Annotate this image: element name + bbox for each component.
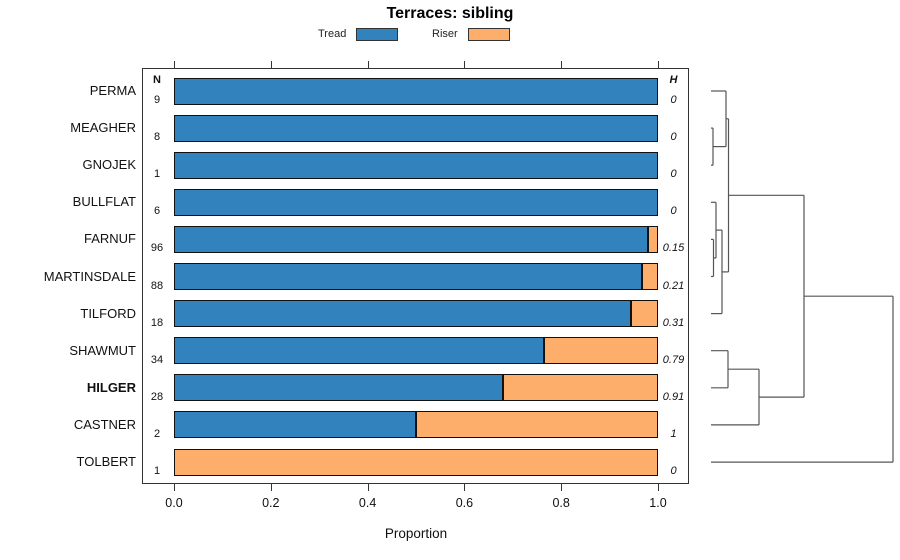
row-label-bullflat: BULLFLAT — [72, 194, 136, 210]
x-tick-label: 1.0 — [649, 496, 667, 510]
h-value: 0 — [670, 94, 677, 106]
row-label-gnojek: GNOJEK — [82, 157, 136, 173]
legend-label-tread: Tread — [318, 28, 347, 40]
x-tick-bottom — [561, 484, 563, 491]
bar-row-shawmut — [174, 337, 658, 365]
n-value: 1 — [153, 465, 161, 477]
row-label-farnuf: FARNUF — [84, 231, 136, 247]
legend-swatch-tread — [356, 27, 399, 41]
riser-segment — [544, 337, 658, 365]
tread-segment — [174, 151, 658, 179]
legend-item-riser: Riser — [432, 27, 510, 41]
n-column-header: N — [153, 74, 161, 86]
x-tick-label: 0.4 — [358, 496, 377, 510]
tread-segment — [174, 188, 658, 216]
n-value: 1 — [153, 168, 161, 181]
riser-segment — [641, 263, 658, 290]
h-value: 0.15 — [662, 242, 685, 255]
x-axis-title: Proportion — [384, 526, 448, 541]
h-value: 0.91 — [662, 390, 685, 403]
legend-swatch-riser — [467, 27, 510, 41]
riser-segment — [416, 411, 658, 439]
x-tick-label: 0.8 — [552, 496, 570, 510]
x-tick-bottom — [464, 484, 466, 491]
row-label-tilford: TILFORD — [80, 305, 136, 321]
plot-area — [142, 68, 689, 484]
h-value: 0 — [670, 131, 677, 144]
x-tick-label: 0.0 — [165, 496, 183, 510]
x-tick-top — [367, 61, 369, 68]
tread-segment — [174, 77, 658, 105]
x-tick-top — [658, 61, 659, 68]
row-label-meagher: MEAGHER — [70, 120, 136, 136]
n-value: 96 — [150, 242, 164, 255]
n-value: 18 — [150, 316, 164, 329]
bar-row-martinsdale — [174, 263, 658, 290]
tread-segment — [174, 300, 631, 328]
tread-segment — [174, 263, 642, 290]
row-label-castner: CASTNER — [73, 416, 136, 432]
h-column-header: H — [669, 74, 678, 86]
bar-row-hilger — [174, 374, 658, 402]
row-label-perma: PERMA — [89, 83, 136, 98]
x-tick-top — [174, 61, 175, 68]
row-label-martinsdale: MARTINSDALE — [43, 268, 136, 284]
h-value: 0 — [670, 465, 677, 477]
bar-row-bullflat — [174, 188, 658, 216]
h-value: 0 — [670, 168, 677, 181]
h-value: 1 — [670, 427, 677, 440]
x-tick-bottom — [174, 484, 175, 491]
bar-row-meagher — [174, 114, 658, 142]
riser-segment — [630, 300, 658, 328]
x-tick-top — [270, 61, 272, 68]
h-value: 0.31 — [662, 316, 685, 329]
tread-segment — [174, 374, 503, 402]
chart-title: Terraces: sibling — [386, 5, 514, 22]
x-tick-top — [561, 61, 563, 68]
x-tick-bottom — [658, 484, 659, 491]
bar-row-tilford — [174, 300, 658, 328]
x-tick-bottom — [270, 484, 272, 491]
row-label-tolbert: TOLBERT — [76, 454, 136, 469]
riser-segment — [502, 374, 658, 402]
n-value: 34 — [150, 353, 164, 366]
tread-segment — [174, 337, 545, 365]
legend-item-tread: Tread — [318, 27, 399, 41]
legend-label-riser: Riser — [432, 28, 458, 40]
bar-row-tolbert — [174, 448, 658, 476]
n-value: 8 — [153, 131, 161, 144]
n-value: 2 — [153, 427, 161, 440]
tread-segment — [174, 114, 658, 142]
tread-segment — [174, 411, 416, 439]
row-label-shawmut: SHAWMUT — [69, 342, 136, 358]
h-value: 0.79 — [662, 353, 685, 366]
h-value: 0 — [670, 205, 677, 218]
bar-row-perma — [174, 77, 658, 105]
riser-segment — [174, 448, 658, 476]
bar-row-castner — [174, 411, 658, 439]
bar-row-gnojek — [174, 151, 658, 179]
x-tick-label: 0.2 — [262, 496, 280, 510]
x-tick-bottom — [367, 484, 369, 491]
h-value: 0.21 — [662, 279, 685, 292]
row-label-hilger: HILGER — [86, 379, 136, 395]
bar-row-farnuf — [174, 225, 658, 253]
x-tick-top — [464, 61, 466, 68]
tread-segment — [174, 225, 648, 253]
n-value: 28 — [150, 390, 164, 403]
n-value: 6 — [153, 205, 161, 218]
riser-segment — [647, 225, 658, 253]
n-value: 88 — [150, 279, 164, 292]
n-value: 9 — [153, 94, 161, 106]
x-tick-label: 0.6 — [455, 496, 474, 510]
